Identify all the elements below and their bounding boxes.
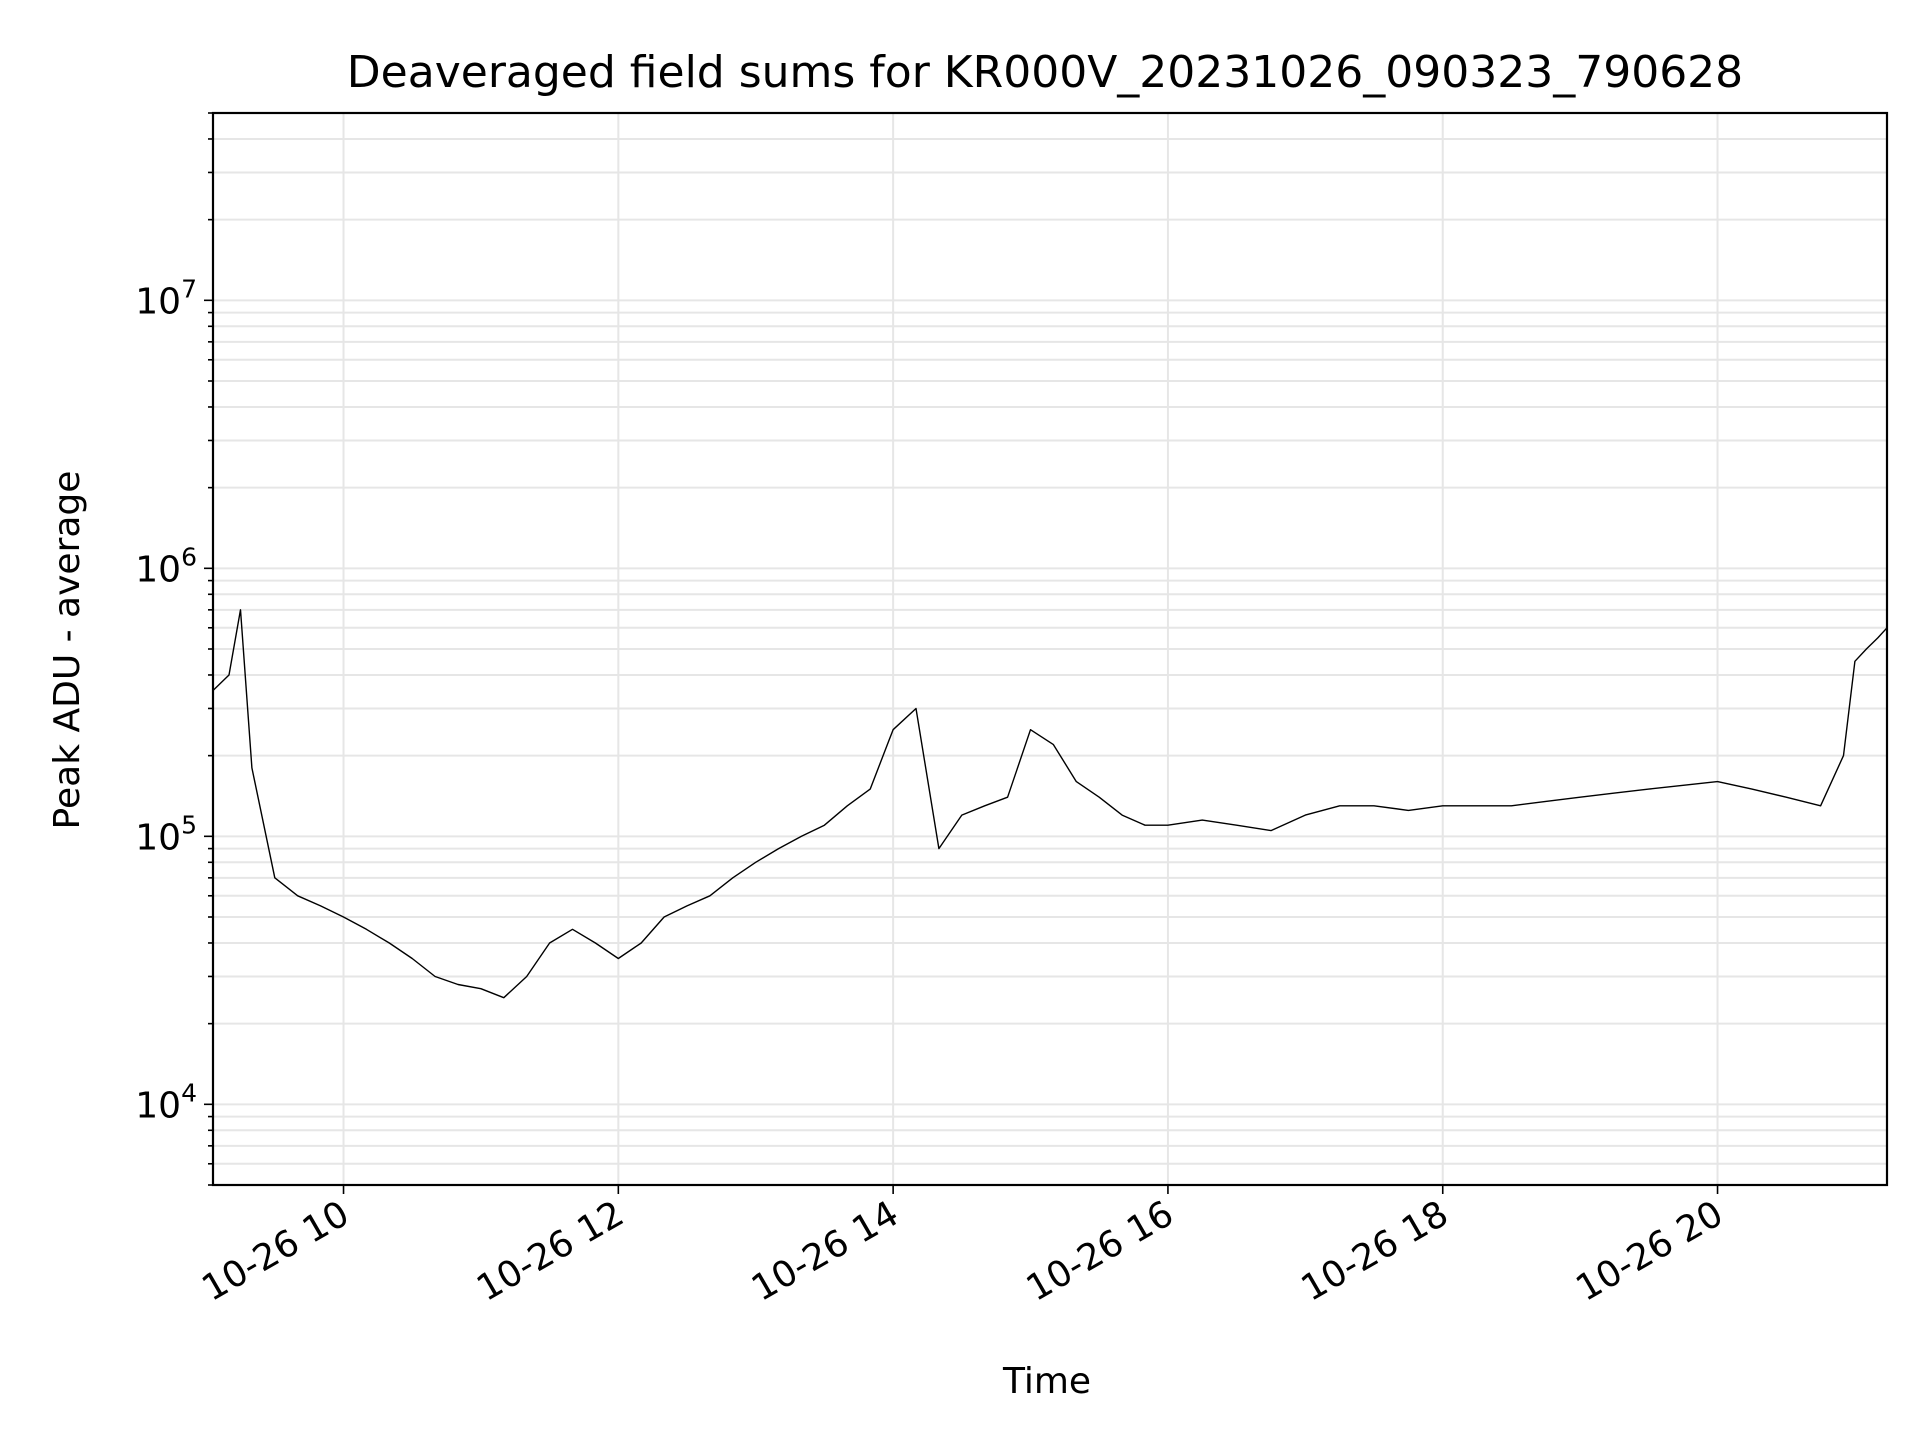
y-tick-label: 106: [135, 542, 197, 590]
data-layer: [212, 609, 1888, 999]
x-axis-label: Time: [1002, 1361, 1091, 1402]
y-tick-label: 105: [135, 810, 197, 858]
y-tick-label: 107: [135, 274, 197, 322]
y-axis-label: Peak ADU - average: [47, 471, 88, 830]
grid-layer: [213, 112, 1887, 1186]
series-line: [212, 609, 1888, 999]
y-tick-label: 104: [135, 1078, 197, 1126]
chart-title: Deaveraged field sums for KR000V_2023102…: [347, 47, 1743, 98]
